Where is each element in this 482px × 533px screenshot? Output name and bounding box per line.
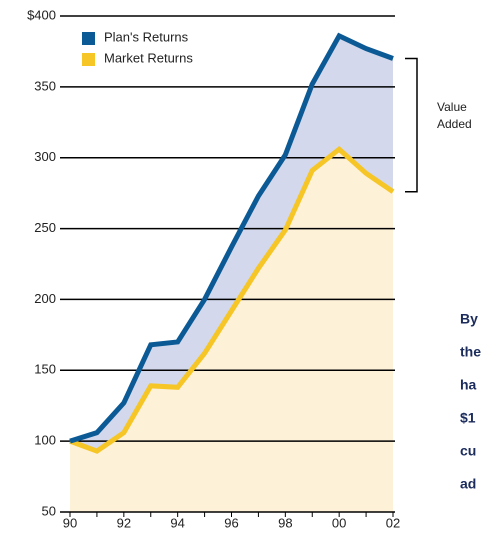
x-tick-label: 96	[224, 515, 238, 530]
side-text: cu	[460, 443, 476, 459]
annotation: Added	[437, 117, 472, 131]
x-tick-label: 02	[386, 515, 400, 530]
x-tick-label: 90	[63, 515, 77, 530]
y-tick-label: $400	[27, 7, 56, 22]
x-tick-label: 92	[117, 515, 131, 530]
y-tick-label: 150	[34, 362, 56, 377]
y-tick-label: 300	[34, 149, 56, 164]
x-tick-label: 00	[332, 515, 346, 530]
legend-label: Plan's Returns	[104, 29, 189, 44]
legend-swatch	[82, 32, 95, 45]
side-text: ha	[460, 377, 477, 393]
side-text: the	[460, 344, 481, 360]
side-text: $1	[460, 410, 476, 426]
series-line	[69, 145, 395, 454]
legend-swatch	[82, 53, 95, 66]
side-text: By	[460, 311, 478, 327]
x-tick-label: 98	[278, 515, 292, 530]
legend-label: Market Returns	[104, 50, 193, 65]
y-tick-label: 100	[34, 433, 56, 448]
y-tick-label: 250	[34, 220, 56, 235]
side-text: ad	[460, 476, 476, 492]
series-line	[69, 32, 394, 444]
y-tick-label: 350	[34, 78, 56, 93]
market-area	[70, 149, 393, 512]
y-tick-label: 50	[42, 503, 56, 518]
x-tick-label: 94	[170, 515, 184, 530]
annotation: Value	[437, 100, 467, 114]
bracket	[405, 57, 418, 193]
y-tick-label: 200	[34, 291, 56, 306]
